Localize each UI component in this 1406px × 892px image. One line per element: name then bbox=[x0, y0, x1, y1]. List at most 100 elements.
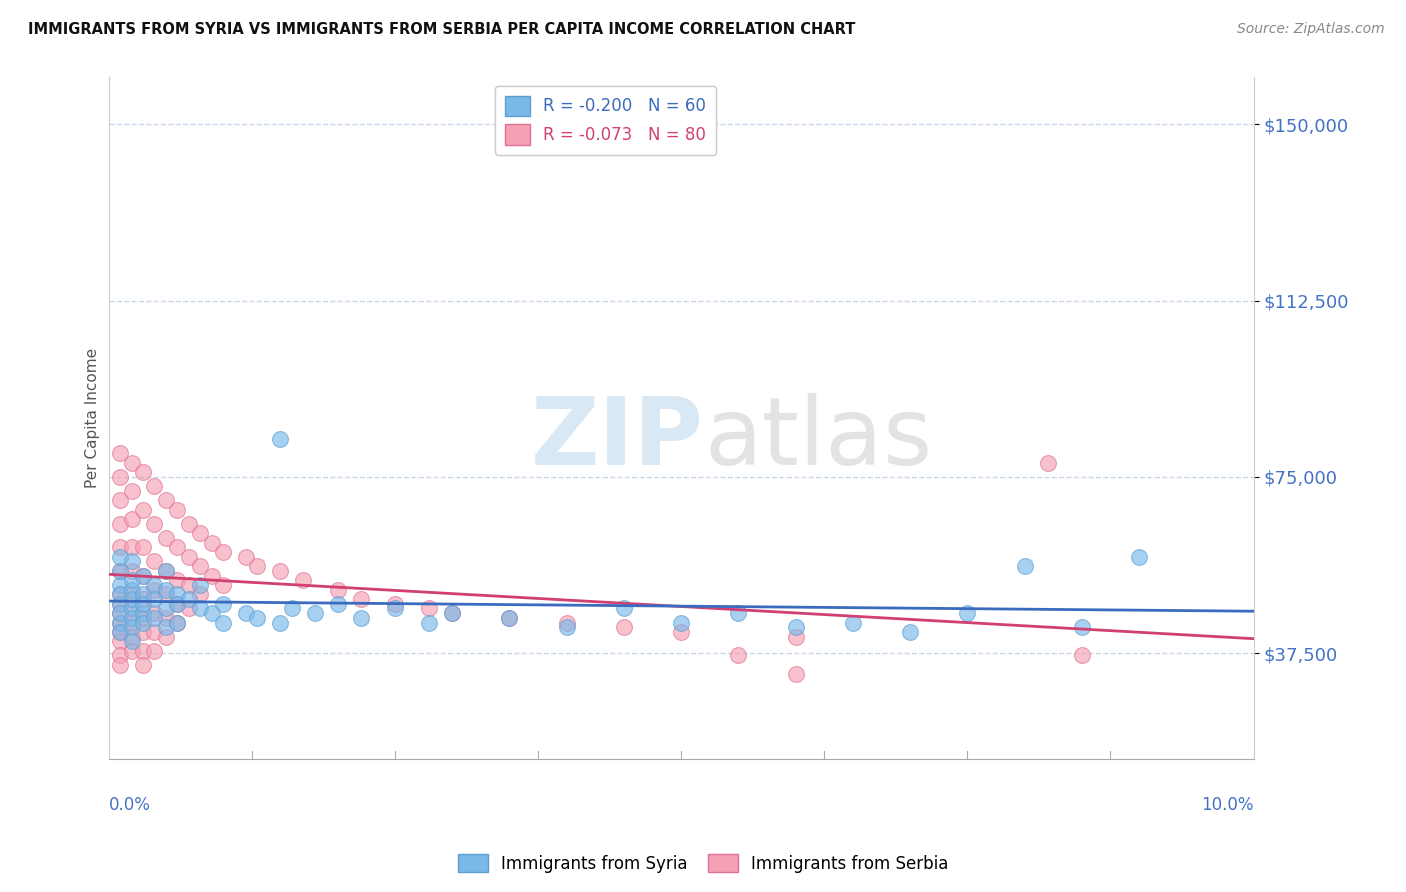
Point bbox=[121, 601, 143, 615]
Point bbox=[785, 667, 807, 681]
Point bbox=[108, 541, 131, 555]
Point bbox=[155, 582, 177, 597]
Point bbox=[108, 634, 131, 648]
Point bbox=[132, 611, 155, 625]
Point bbox=[785, 630, 807, 644]
Point bbox=[121, 634, 143, 648]
Point bbox=[108, 657, 131, 672]
Point bbox=[132, 541, 155, 555]
Point bbox=[188, 601, 211, 615]
Point bbox=[498, 611, 520, 625]
Point bbox=[121, 582, 143, 597]
Point bbox=[108, 516, 131, 531]
Point bbox=[326, 597, 349, 611]
Point bbox=[108, 446, 131, 460]
Point bbox=[108, 578, 131, 592]
Point bbox=[155, 493, 177, 508]
Text: ZIP: ZIP bbox=[531, 392, 704, 484]
Point bbox=[418, 615, 440, 630]
Point bbox=[121, 615, 143, 630]
Point bbox=[292, 573, 315, 587]
Point bbox=[132, 597, 155, 611]
Point bbox=[269, 615, 291, 630]
Point bbox=[166, 615, 188, 630]
Point bbox=[177, 578, 200, 592]
Point bbox=[304, 606, 326, 620]
Point bbox=[177, 592, 200, 607]
Point bbox=[108, 564, 131, 578]
Point bbox=[143, 554, 166, 568]
Point bbox=[132, 587, 155, 601]
Point bbox=[246, 611, 269, 625]
Point bbox=[235, 549, 257, 564]
Point bbox=[108, 549, 131, 564]
Point bbox=[121, 554, 143, 568]
Point bbox=[155, 601, 177, 615]
Point bbox=[1128, 549, 1150, 564]
Point bbox=[121, 512, 143, 526]
Point bbox=[669, 624, 692, 639]
Point bbox=[121, 592, 143, 607]
Point bbox=[143, 611, 166, 625]
Point bbox=[121, 573, 143, 587]
Point bbox=[108, 624, 131, 639]
Point bbox=[132, 657, 155, 672]
Text: Source: ZipAtlas.com: Source: ZipAtlas.com bbox=[1237, 22, 1385, 37]
Point bbox=[132, 624, 155, 639]
Point bbox=[201, 606, 224, 620]
Point bbox=[143, 592, 166, 607]
Text: atlas: atlas bbox=[704, 392, 932, 484]
Point bbox=[143, 516, 166, 531]
Point bbox=[132, 643, 155, 657]
Point bbox=[108, 615, 131, 630]
Point bbox=[188, 559, 211, 574]
Point bbox=[108, 615, 131, 630]
Point bbox=[441, 606, 464, 620]
Point bbox=[246, 559, 269, 574]
Point bbox=[166, 541, 188, 555]
Point bbox=[121, 541, 143, 555]
Point bbox=[121, 620, 143, 634]
Point bbox=[121, 483, 143, 498]
Point bbox=[956, 606, 979, 620]
Point bbox=[108, 587, 131, 601]
Point bbox=[1070, 648, 1092, 663]
Point bbox=[188, 526, 211, 541]
Point bbox=[166, 587, 188, 601]
Point bbox=[785, 620, 807, 634]
Point bbox=[281, 601, 304, 615]
Point bbox=[555, 615, 578, 630]
Point bbox=[384, 601, 406, 615]
Text: 0.0%: 0.0% bbox=[108, 797, 150, 814]
Point bbox=[349, 611, 371, 625]
Point bbox=[212, 597, 235, 611]
Point bbox=[121, 643, 143, 657]
Point bbox=[108, 648, 131, 663]
Point bbox=[555, 620, 578, 634]
Point bbox=[842, 615, 865, 630]
Point bbox=[669, 615, 692, 630]
Point bbox=[1070, 620, 1092, 634]
Point bbox=[155, 587, 177, 601]
Y-axis label: Per Capita Income: Per Capita Income bbox=[86, 348, 100, 488]
Point bbox=[143, 582, 166, 597]
Point bbox=[1036, 456, 1059, 470]
Point bbox=[155, 620, 177, 634]
Point bbox=[132, 502, 155, 516]
Point bbox=[108, 606, 131, 620]
Point bbox=[121, 456, 143, 470]
Point bbox=[384, 597, 406, 611]
Point bbox=[155, 611, 177, 625]
Point bbox=[108, 470, 131, 484]
Point bbox=[132, 606, 155, 620]
Point bbox=[269, 564, 291, 578]
Point bbox=[143, 624, 166, 639]
Point bbox=[143, 578, 166, 592]
Point bbox=[326, 582, 349, 597]
Point bbox=[143, 606, 166, 620]
Point bbox=[212, 545, 235, 559]
Text: IMMIGRANTS FROM SYRIA VS IMMIGRANTS FROM SERBIA PER CAPITA INCOME CORRELATION CH: IMMIGRANTS FROM SYRIA VS IMMIGRANTS FROM… bbox=[28, 22, 855, 37]
Point bbox=[132, 568, 155, 582]
Point bbox=[155, 531, 177, 545]
Point bbox=[132, 465, 155, 479]
